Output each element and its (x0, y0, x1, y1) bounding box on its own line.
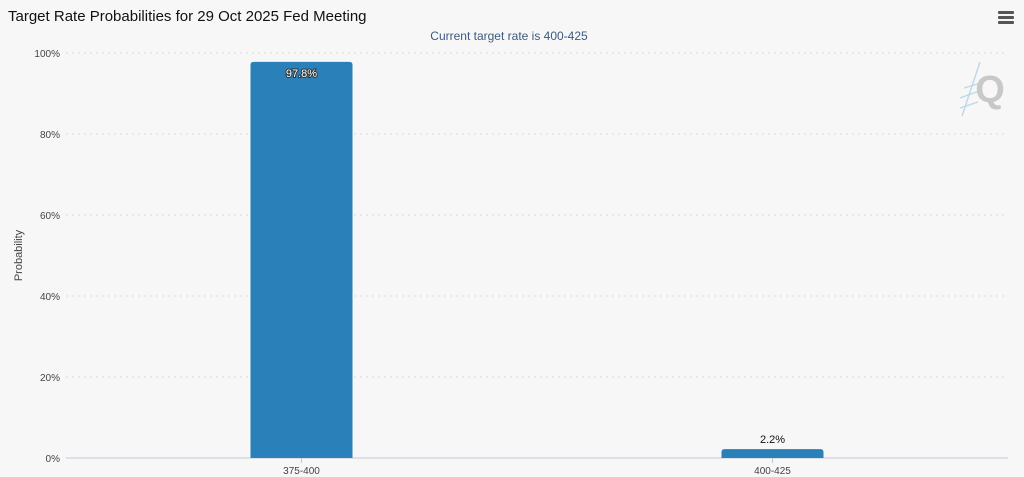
hamburger-menu-icon[interactable] (998, 9, 1014, 25)
y-tick-label: 100% (34, 49, 60, 60)
y-axis-label: Probability (13, 229, 25, 281)
y-tick-label: 60% (40, 211, 60, 222)
y-tick-label: 20% (40, 373, 60, 384)
y-tick-label: 0% (46, 454, 61, 465)
y-tick-label: 40% (40, 292, 60, 303)
x-tick-label: 400-425 (754, 466, 791, 477)
svg-text:Q: Q (975, 69, 1005, 111)
bar[interactable] (250, 61, 353, 458)
data-label: 97.8% (286, 68, 317, 80)
x-tick-label: 375-400 (283, 466, 320, 477)
data-label: 2.2% (760, 434, 785, 446)
page-title: Target Rate Probabilities for 29 Oct 202… (8, 8, 367, 25)
chart-subtitle: Current target rate is 400-425 (430, 29, 588, 43)
q-logo-icon: Q (960, 61, 1005, 117)
bar[interactable] (721, 449, 824, 458)
y-tick-label: 80% (40, 130, 60, 141)
